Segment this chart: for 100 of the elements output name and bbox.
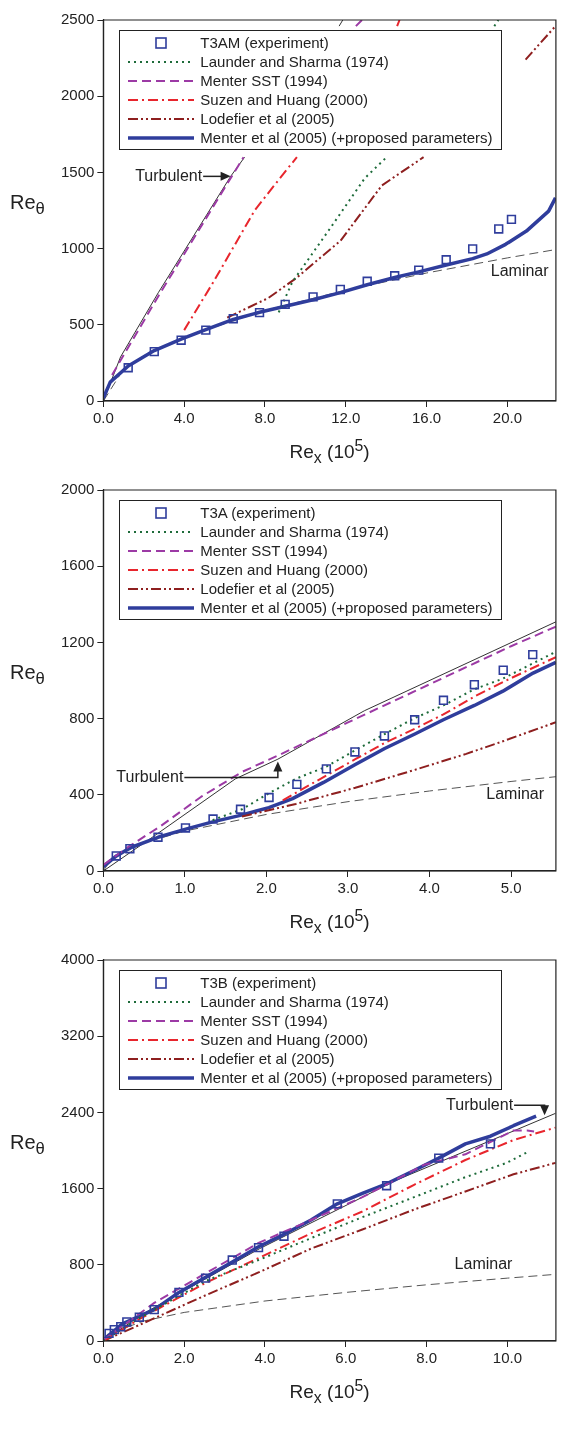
point	[434, 1153, 444, 1163]
y-tick-label: 800	[69, 708, 95, 726]
y-axis-title: Re$_{θ}$	[10, 660, 45, 689]
x-tick-label: 8.0	[254, 409, 276, 427]
point	[528, 649, 538, 660]
y-tick-label: 500	[69, 314, 95, 332]
point	[409, 715, 420, 725]
legend-label: Suzen and Huang (2000)	[200, 560, 368, 579]
x-tick-label: 20.0	[492, 409, 523, 427]
x-tick-label: 4.0	[419, 879, 440, 897]
y-tick-label: 4000	[60, 950, 95, 968]
x-tick-label: 10.0	[492, 1349, 523, 1367]
legend-label: T3B (experiment)	[200, 973, 317, 992]
point	[235, 804, 246, 814]
point	[134, 1312, 145, 1322]
y-tick-label: 1600	[60, 556, 95, 574]
y-tick-label: 1200	[60, 632, 95, 650]
y-tick-label: 0	[86, 1331, 95, 1349]
point	[208, 814, 218, 824]
point	[176, 335, 186, 345]
point	[441, 255, 451, 265]
point	[116, 1322, 126, 1332]
x-axis-title: Re$_{x}$ (10$^{5}$)	[288, 437, 371, 468]
annotation: Turbulent	[446, 1095, 514, 1113]
point	[379, 731, 390, 741]
point	[390, 271, 400, 281]
y-tick-label: 2000	[60, 86, 95, 104]
point	[253, 1242, 264, 1253]
legend-label: Suzen and Huang (2000)	[200, 1030, 368, 1049]
point	[321, 764, 332, 774]
point	[254, 307, 265, 318]
x-tick-label: 1.0	[174, 879, 196, 897]
x-axis-title: Re$_{x}$ (10$^{5}$)	[288, 907, 371, 938]
legend-label: Lodefier et al (2005)	[200, 109, 335, 128]
point	[123, 363, 133, 373]
y-tick-label: 2000	[60, 480, 95, 498]
x-tick-label: 8.0	[416, 1349, 438, 1367]
point	[109, 1324, 119, 1335]
annotation: Turbulent	[116, 767, 184, 785]
annotation: Laminar	[486, 785, 545, 803]
point	[362, 276, 372, 286]
x-tick-label: 2.0	[173, 1349, 195, 1367]
y-axis-title: Re$_{θ}$	[10, 1130, 45, 1159]
point	[180, 823, 191, 833]
point	[335, 284, 346, 295]
point	[292, 779, 302, 790]
y-tick-label: 1600	[60, 1178, 95, 1196]
x-tick-label: 0.0	[92, 409, 114, 427]
point	[111, 851, 121, 861]
legend-label: T3A (experiment)	[200, 503, 316, 522]
line-series	[281, 656, 556, 802]
annotation: Turbulent	[135, 166, 203, 184]
legend-label: Launder and Sharma (1974)	[200, 52, 389, 71]
point	[149, 346, 159, 357]
x-tick-label: 12.0	[331, 409, 361, 427]
x-tick-label: 2.0	[256, 879, 277, 897]
legend-label: T3AM (experiment)	[200, 33, 329, 52]
y-tick-label: 800	[69, 1254, 95, 1272]
y-tick-label: 2500	[60, 10, 95, 28]
point	[125, 844, 135, 854]
point	[506, 214, 517, 225]
legend-label: Lodefier et al (2005)	[200, 1049, 335, 1068]
point	[201, 325, 211, 335]
point	[498, 665, 508, 675]
point	[350, 747, 360, 757]
point	[279, 1231, 289, 1241]
point	[228, 314, 238, 324]
legend-label: Menter SST (1994)	[200, 1011, 328, 1030]
x-tick-label: 5.0	[500, 879, 522, 897]
point	[438, 695, 449, 705]
x-tick-label: 4.0	[254, 1349, 276, 1367]
point	[414, 265, 424, 275]
point	[227, 1255, 237, 1265]
legend-label: Menter SST (1994)	[200, 71, 328, 90]
point	[332, 1199, 342, 1209]
point	[149, 1304, 159, 1315]
y-axis-title: Re$_{θ}$	[10, 190, 45, 219]
x-tick-label: 16.0	[412, 409, 442, 427]
x-tick-label: 6.0	[335, 1349, 357, 1367]
point	[469, 680, 480, 690]
legend-label: Suzen and Huang (2000)	[200, 90, 368, 109]
legend-label: Launder and Sharma (1974)	[200, 992, 389, 1011]
point	[174, 1287, 184, 1298]
y-tick-label: 400	[69, 784, 95, 802]
x-tick-label: 3.0	[337, 879, 359, 897]
legend-label: Launder and Sharma (1974)	[200, 522, 389, 541]
annotation: Laminar	[454, 1255, 514, 1273]
line-series	[240, 721, 556, 818]
x-tick-label: 0.0	[92, 1349, 114, 1367]
point	[153, 832, 163, 842]
y-tick-label: 1000	[60, 238, 95, 256]
y-tick-label: 0	[86, 861, 95, 879]
x-axis-title: Re$_{x}$ (10$^{5}$)	[288, 1377, 371, 1408]
point	[381, 1181, 392, 1191]
annotation: Laminar	[490, 261, 550, 279]
y-tick-label: 1500	[60, 162, 95, 180]
legend-label: Menter et al (2005) (+proposed parameters)	[200, 598, 493, 617]
y-tick-label: 0	[86, 391, 95, 409]
y-tick-label: 3200	[60, 1026, 95, 1044]
point	[467, 244, 478, 254]
